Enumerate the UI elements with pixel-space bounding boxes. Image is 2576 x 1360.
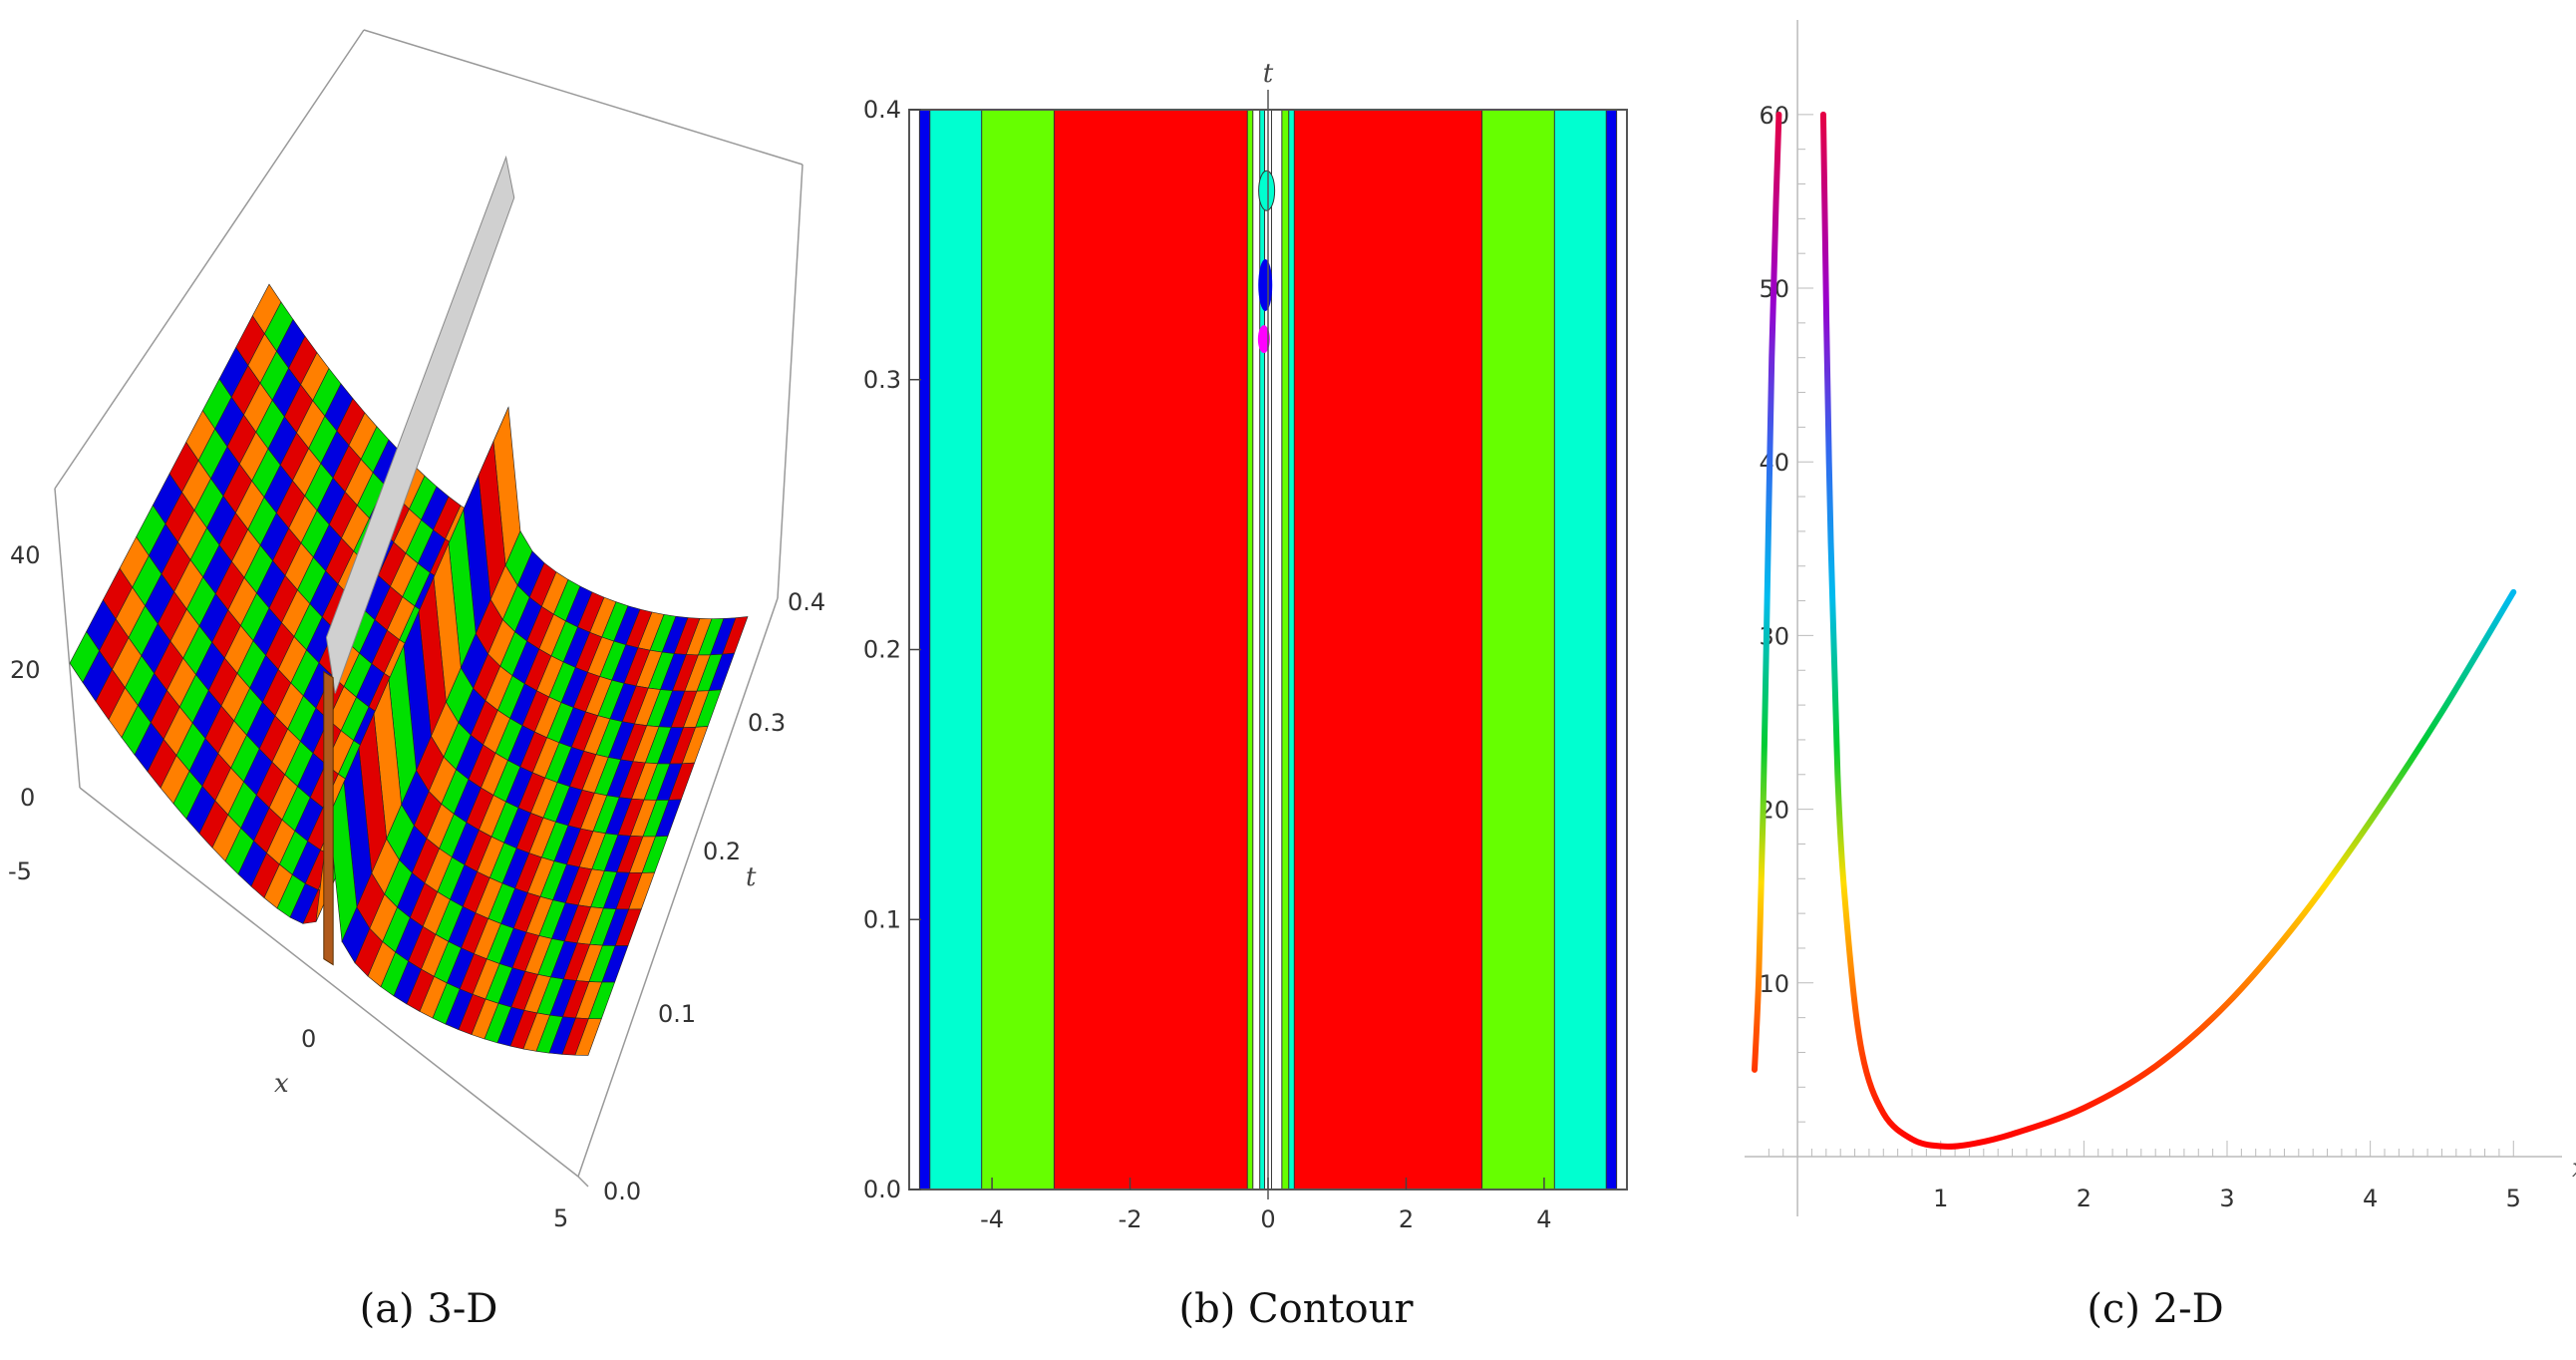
contour-blob <box>1258 170 1276 211</box>
z-tick: 20 <box>10 656 41 684</box>
x-tick-label: 0 <box>1260 1205 1275 1233</box>
contour-band <box>1271 110 1282 1190</box>
y-tick-label: 0.0 <box>863 1176 901 1203</box>
x-tick: 5 <box>553 1204 568 1232</box>
t-axis-label: t <box>1263 59 1274 89</box>
z-tick: 40 <box>10 541 41 569</box>
y-tick-label: 60 <box>1760 102 1790 130</box>
contour-band <box>1288 110 1295 1190</box>
y-tick-label: 0.3 <box>863 366 901 394</box>
y-tick-label: 0.2 <box>863 636 901 664</box>
surface-edge <box>323 670 334 966</box>
caption-b: (b) Contour <box>1178 1286 1414 1332</box>
t-tick: 0.3 <box>748 709 786 737</box>
surface-3d-plot: 40 20 0 -5 0 5 x 0.0 0.1 0.2 0.3 0.4 t <box>8 29 825 1232</box>
x-tick-label: 4 <box>1536 1205 1551 1233</box>
x-tick: 0 <box>301 1025 316 1053</box>
contour-band <box>929 110 982 1190</box>
panel-contour: -4 -2 0 2 4 0.0 0.1 0.2 0.3 0.4 t (b) Contour <box>857 0 1735 1360</box>
contour-band <box>1554 110 1607 1190</box>
series-lines <box>1752 111 2517 1150</box>
contour-blob <box>1257 325 1270 354</box>
axis-ticks: -4 -2 0 2 4 0.0 0.1 0.2 0.3 0.4 <box>863 96 1552 1233</box>
t-tick: 0.2 <box>703 838 741 865</box>
surface-mesh <box>69 155 749 1056</box>
contour-band <box>1247 110 1253 1190</box>
x-tick-label: 1 <box>1933 1185 1948 1212</box>
t-tick: 0.4 <box>788 588 825 616</box>
surface-patch <box>574 1018 602 1056</box>
series-line <box>1752 111 1782 1073</box>
x-tick: -5 <box>8 857 32 885</box>
contour-center-detail <box>1257 90 1276 1199</box>
x-tick-label: -2 <box>1119 1205 1142 1233</box>
t-axis-label: t <box>746 862 757 892</box>
surface-ridge <box>325 155 515 694</box>
caption-c: (c) 2-D <box>2087 1286 2224 1332</box>
contour-band <box>1259 110 1265 1190</box>
y-tick-label: 0.4 <box>863 96 901 124</box>
t-tick: 0.1 <box>658 1000 696 1028</box>
contour-band <box>919 110 930 1190</box>
caption-a: (a) 3-D <box>359 1286 498 1332</box>
y-tick-label: 0.1 <box>863 905 901 933</box>
contour-plot: -4 -2 0 2 4 0.0 0.1 0.2 0.3 0.4 t <box>863 59 1628 1233</box>
panel-3d: 40 20 0 -5 0 5 x 0.0 0.1 0.2 0.3 0.4 t (… <box>0 0 857 1360</box>
contour-band <box>981 110 1055 1190</box>
contour-band <box>1294 110 1482 1190</box>
contour-band <box>1606 110 1617 1190</box>
plot-box <box>54 29 804 1188</box>
x-tick-label: 2 <box>2077 1185 2092 1212</box>
contour-band <box>1252 110 1260 1190</box>
contour-bands <box>909 110 1627 1190</box>
x-axis-label: x <box>274 1069 289 1099</box>
contour-band <box>1281 110 1289 1190</box>
z-tick: 0 <box>20 784 35 812</box>
contour-band <box>1616 110 1627 1190</box>
x-tick-label: 4 <box>2363 1185 2378 1212</box>
x-tick-label: 3 <box>2219 1185 2234 1212</box>
x-tick-label: 5 <box>2506 1185 2521 1212</box>
x-tick-label: -4 <box>980 1205 1004 1233</box>
y-tick-label: 10 <box>1760 970 1790 998</box>
contour-band <box>1054 110 1248 1190</box>
contour-blob <box>1258 258 1273 311</box>
series-line <box>1819 111 2517 1150</box>
t-tick: 0.0 <box>603 1178 641 1205</box>
contour-band <box>1481 110 1555 1190</box>
axes <box>1745 20 2562 1216</box>
x-tick-label: 2 <box>1399 1205 1414 1233</box>
y-tick-label: 40 <box>1760 449 1790 477</box>
x-axis-label: x <box>2572 1154 2576 1184</box>
